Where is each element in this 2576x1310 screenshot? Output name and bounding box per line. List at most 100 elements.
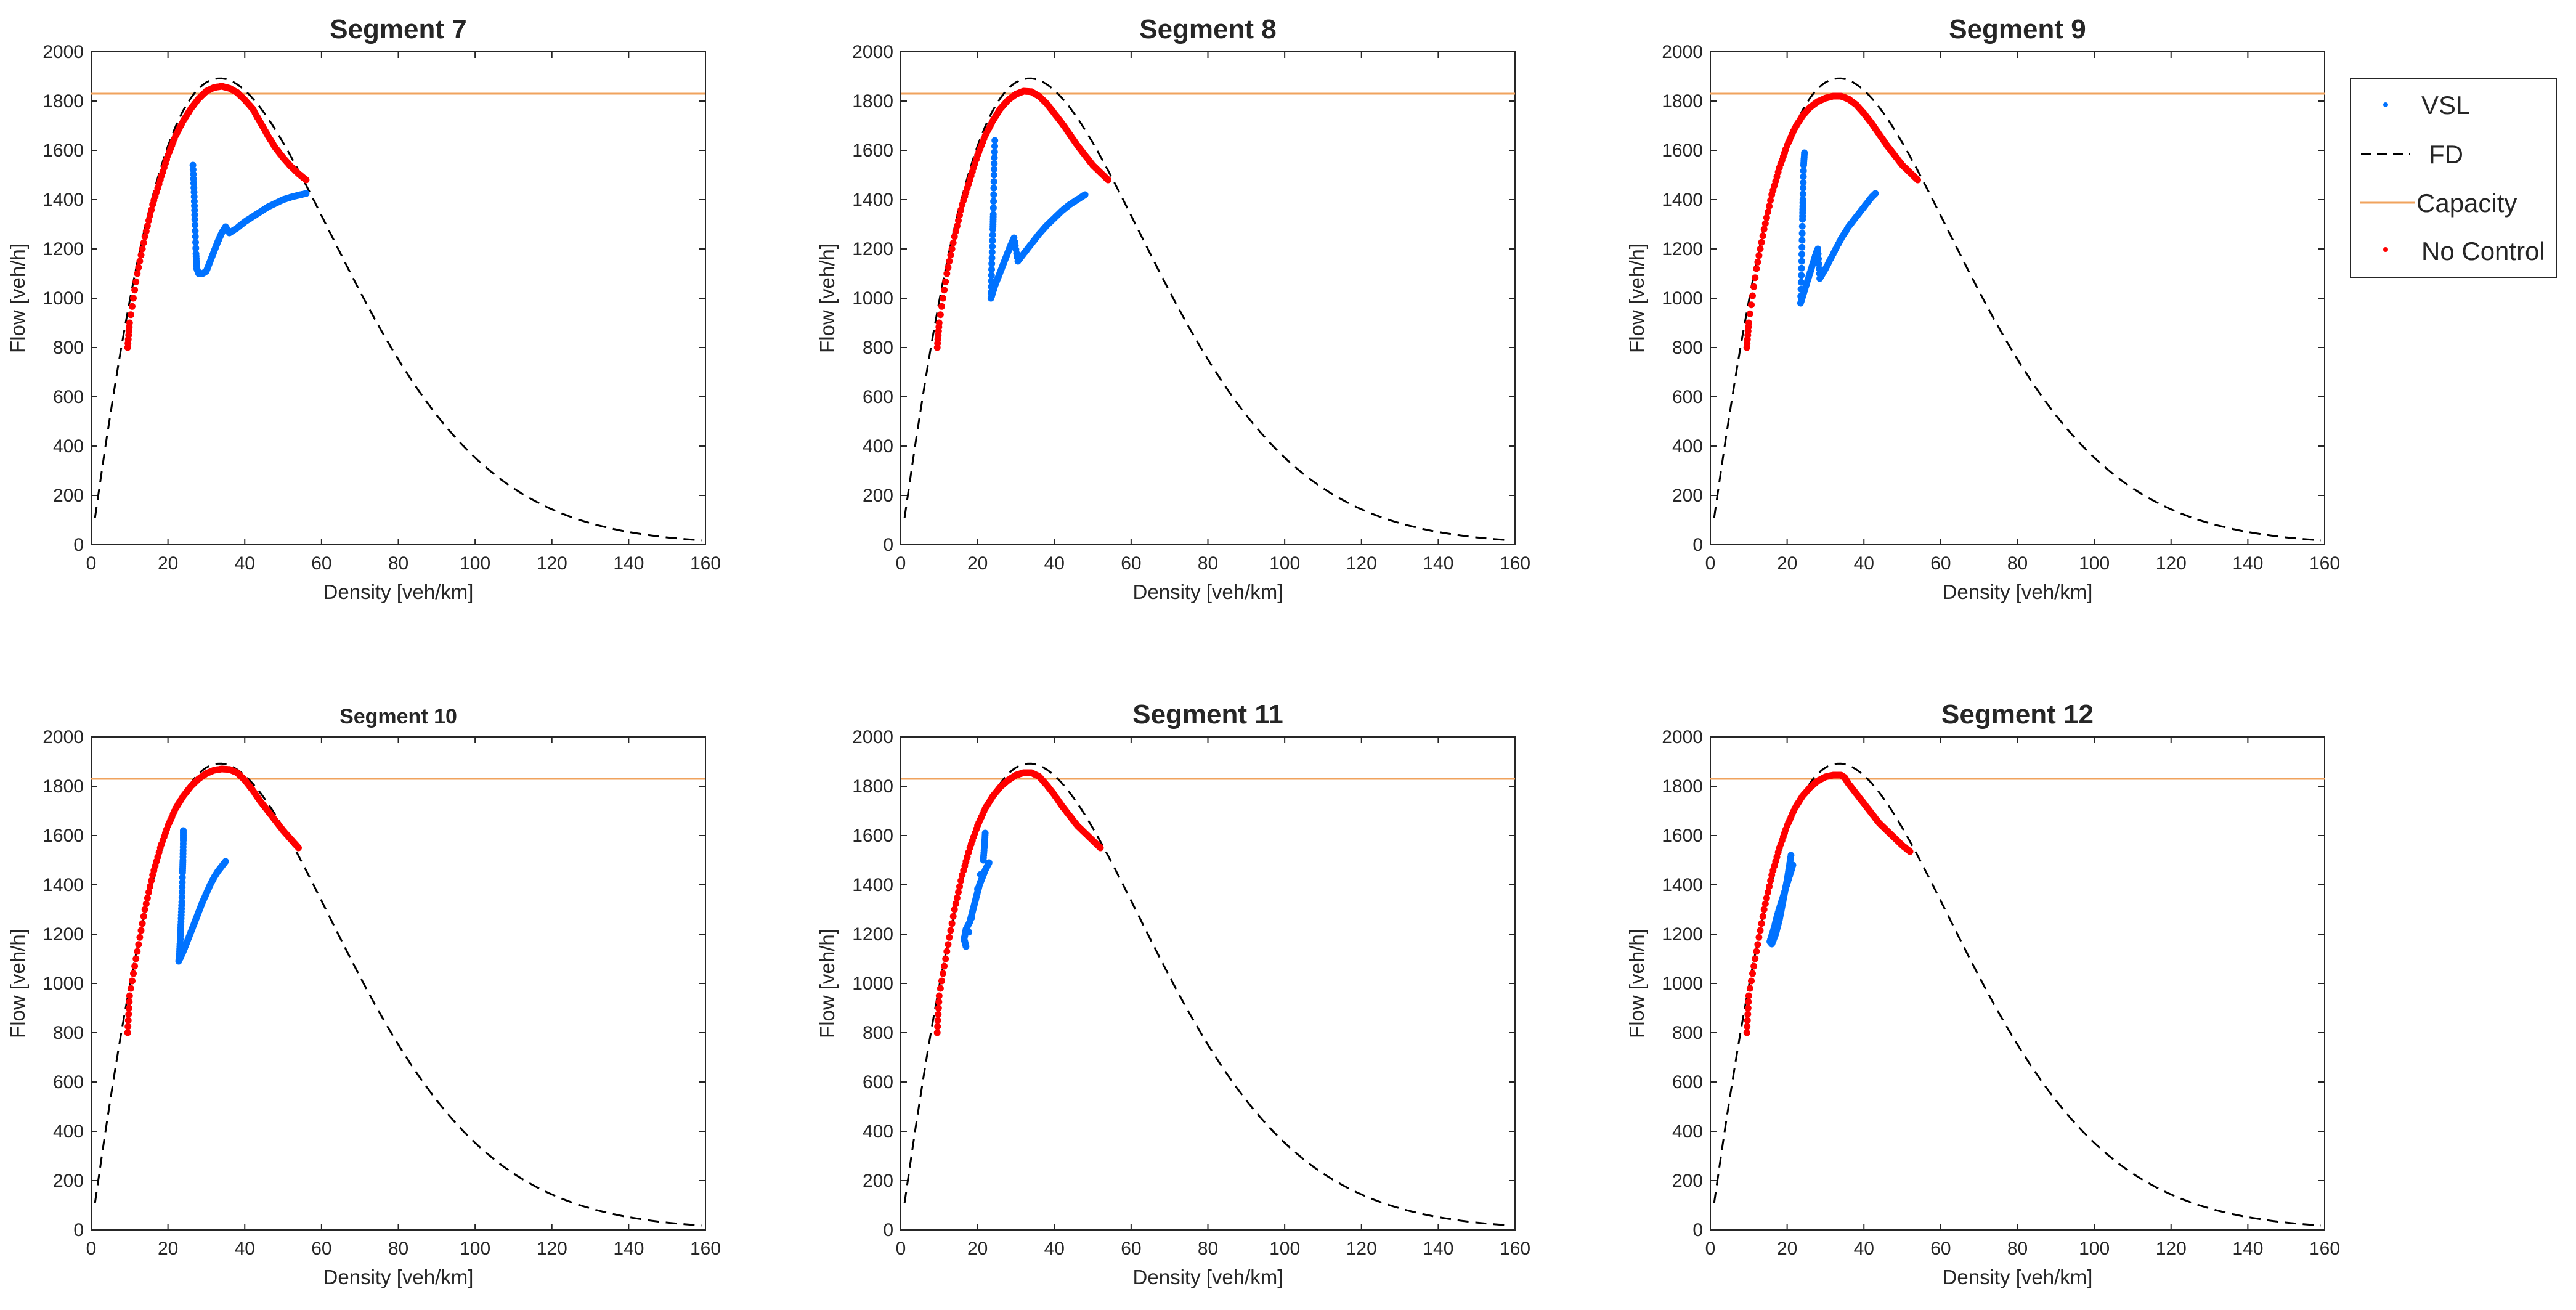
data-point-no-control <box>934 1023 941 1030</box>
data-point-no-control <box>952 227 959 235</box>
data-point-no-control <box>134 948 141 955</box>
data-point-no-control <box>1767 197 1774 204</box>
data-point-vsl <box>991 148 998 156</box>
data-point-vsl <box>991 160 998 167</box>
data-point-no-control <box>938 303 945 310</box>
data-point-no-control <box>142 900 150 908</box>
data-point-no-control <box>1745 319 1752 327</box>
data-point-no-control <box>1767 877 1774 884</box>
data-point-no-control <box>943 270 951 277</box>
data-point-vsl <box>990 178 997 185</box>
data-point-no-control <box>1097 844 1104 852</box>
data-point-no-control <box>1757 927 1764 934</box>
y-tick-label: 1800 <box>1662 776 1703 797</box>
y-tick-label: 1000 <box>1662 974 1703 994</box>
data-point-vsl <box>1800 179 1807 186</box>
y-tick-label: 0 <box>73 1220 84 1240</box>
y-tick-label: 200 <box>53 486 84 506</box>
x-tick-label: 0 <box>86 553 97 574</box>
data-point-vsl <box>1798 222 1806 230</box>
fd-curve <box>1713 762 2321 1227</box>
data-point-no-control <box>935 1011 942 1018</box>
x-tick-label: 40 <box>235 1239 255 1259</box>
data-point-vsl <box>1789 861 1797 869</box>
x-tick-label: 120 <box>2156 553 2187 574</box>
x-tick-label: 40 <box>235 553 255 574</box>
x-tick-label: 60 <box>311 1239 331 1259</box>
y-tick-label: 1600 <box>852 140 893 161</box>
data-point-no-control <box>148 877 155 884</box>
legend-fd-label: FD <box>2429 140 2463 169</box>
data-point-vsl <box>990 191 997 198</box>
data-point-vsl <box>991 137 999 144</box>
data-point-no-control <box>1759 232 1766 240</box>
data-point-vsl <box>1815 255 1822 262</box>
data-point-no-control <box>124 1017 132 1024</box>
data-point-no-control <box>125 1011 132 1018</box>
x-tick-label: 20 <box>967 1239 988 1259</box>
data-point-no-control <box>1766 203 1773 210</box>
y-tick-label: 800 <box>863 338 893 358</box>
data-point-no-control <box>139 920 146 927</box>
data-point-no-control <box>1749 970 1756 977</box>
data-point-vsl <box>178 893 185 901</box>
data-point-vsl <box>179 869 186 876</box>
subplot-6: Segment 120 20 40 60 80 100 120 140 160020040060… <box>1625 699 2340 1288</box>
y-tick-label: 400 <box>863 436 893 457</box>
data-point-no-control <box>131 962 139 970</box>
data-point-no-control <box>940 295 946 302</box>
y-tick-label: 1600 <box>1662 826 1703 846</box>
y-tick-label: 200 <box>863 486 893 506</box>
data-point-no-control <box>935 319 943 327</box>
y-tick-label: 600 <box>1672 1072 1703 1092</box>
x-tick-label: 140 <box>1423 553 1453 574</box>
data-point-no-control <box>295 844 302 852</box>
data-point-no-control <box>1760 226 1768 233</box>
series-no-control <box>124 765 302 1036</box>
fd-curve <box>94 762 702 1227</box>
data-point-no-control <box>126 992 133 999</box>
y-tick-label: 2000 <box>1662 727 1703 747</box>
x-tick-label: 160 <box>690 1239 721 1259</box>
data-point-vsl <box>222 858 229 865</box>
data-point-no-control <box>1759 913 1766 920</box>
data-point-no-control <box>129 303 136 310</box>
data-point-no-control <box>935 998 943 1006</box>
y-tick-label: 1200 <box>43 239 84 259</box>
x-tick-label: 80 <box>2007 553 2028 574</box>
data-point-vsl <box>179 879 186 886</box>
x-tick-label: 80 <box>388 553 408 574</box>
data-point-no-control <box>1766 883 1773 890</box>
data-point-no-control <box>124 1029 131 1036</box>
data-point-vsl <box>1799 216 1806 223</box>
data-point-no-control <box>956 883 963 890</box>
data-point-no-control <box>144 894 151 901</box>
x-tick-label: 20 <box>158 553 178 574</box>
data-point-no-control <box>956 211 963 219</box>
data-point-vsl <box>1798 237 1806 244</box>
data-point-vsl <box>1800 184 1807 192</box>
data-point-no-control <box>941 962 948 970</box>
fd-curve <box>903 77 1511 542</box>
data-point-no-control <box>953 222 961 230</box>
data-point-no-control <box>1752 955 1759 962</box>
y-tick-label: 1800 <box>852 776 893 797</box>
y-tick-label: 1200 <box>1662 239 1703 259</box>
data-point-no-control <box>1105 176 1111 184</box>
data-point-vsl <box>1800 167 1807 174</box>
data-point-vsl <box>991 166 998 173</box>
subplot-2: Segment 80 20 40 60 80 100 120 140 1600200400600… <box>816 14 1530 603</box>
legend-vsl-marker <box>2383 102 2388 107</box>
legend-no-control-marker <box>2383 247 2388 252</box>
y-tick-label: 1000 <box>43 288 84 309</box>
data-point-vsl <box>179 884 186 891</box>
data-point-no-control <box>934 1017 941 1024</box>
y-tick-label: 400 <box>863 1121 893 1142</box>
y-tick-label: 200 <box>1672 486 1703 506</box>
x-tick-label: 100 <box>460 1239 490 1259</box>
data-point-no-control <box>1750 962 1758 970</box>
y-tick-label: 0 <box>1692 1220 1703 1240</box>
y-tick-label: 600 <box>53 387 84 407</box>
series-vsl <box>1797 149 1879 307</box>
data-point-vsl <box>1799 190 1806 198</box>
